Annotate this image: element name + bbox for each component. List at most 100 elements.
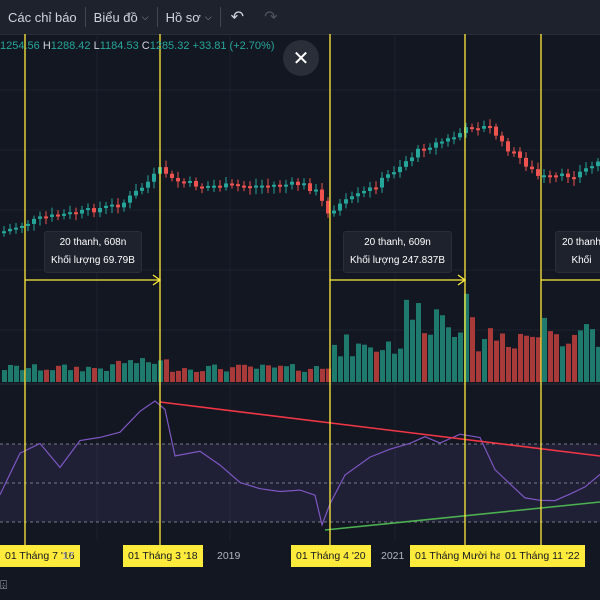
ohlc-change: +33.81 (+2.70%): [192, 40, 275, 52]
volume-bar: [566, 343, 571, 382]
candle-body: [176, 178, 180, 182]
volume-bar: [434, 309, 439, 382]
volume-bar: [380, 350, 385, 382]
candle-body: [122, 202, 126, 208]
candle-body: [236, 184, 240, 187]
volume-bar: [470, 317, 475, 382]
measure-volume: Khối: [571, 255, 592, 266]
candle-body: [68, 212, 72, 215]
volume-bar: [320, 368, 325, 382]
candle-body: [584, 168, 588, 172]
volume-bar: [26, 368, 31, 382]
volume-bar: [266, 365, 271, 382]
indicators-label: Các chỉ báo: [8, 9, 77, 25]
ohlc-high-label: H: [42, 40, 51, 52]
candle-body: [320, 189, 324, 201]
rsi-pane: [0, 383, 600, 531]
volume-bar: [458, 332, 463, 382]
candle-body: [488, 126, 492, 129]
volume-bar: [224, 371, 229, 382]
candle-body: [104, 205, 108, 209]
candle-body: [206, 185, 210, 188]
volume-bar: [356, 343, 361, 382]
volume-bar: [362, 344, 367, 382]
volume-bar: [584, 324, 589, 382]
volume-bar: [338, 356, 343, 382]
volume-bar: [428, 334, 433, 382]
candle-body: [470, 127, 474, 130]
candle-body: [146, 181, 150, 188]
candle-body: [518, 151, 522, 158]
candle-body: [2, 231, 6, 234]
volume-bar: [368, 347, 373, 382]
chart-menu[interactable]: Biểu đồ ⌵: [86, 0, 157, 34]
undo-icon[interactable]: ↶: [230, 9, 245, 26]
volume-bar: [452, 336, 457, 382]
volume-bar: [134, 363, 139, 382]
candle-body: [530, 166, 534, 170]
candle-body: [392, 172, 396, 175]
candle-body: [38, 216, 42, 219]
measure-bubble: 20 thanh Khối: [555, 231, 600, 273]
volume-bar: [554, 334, 559, 382]
volume-bar: [350, 356, 355, 382]
candle-body: [272, 184, 276, 187]
candle-body: [8, 228, 12, 232]
candle-body: [464, 127, 468, 134]
candle-body: [230, 183, 234, 186]
measure-arrow-head: [152, 274, 162, 286]
volume-bar: [398, 348, 403, 382]
volume-bar: [446, 327, 451, 382]
volume-bar: [542, 317, 547, 382]
candle-body: [410, 157, 414, 162]
volume-bar: [206, 365, 211, 382]
candle-body: [182, 181, 186, 184]
volume-bar: [410, 319, 415, 382]
candle-body: [350, 196, 354, 200]
candle-body: [446, 138, 450, 142]
volume-bar: [14, 365, 19, 382]
candle-body: [170, 173, 174, 179]
candle-body: [242, 185, 246, 188]
volume-bar: [116, 360, 121, 382]
candle-body: [224, 183, 228, 188]
volume-bar: [230, 367, 235, 382]
bottom-tool-icon[interactable]: ⌹: [0, 578, 8, 592]
volume-bar: [200, 371, 205, 382]
measure-bars: 20 thanh, 608n: [59, 237, 127, 248]
candle-body: [140, 187, 144, 191]
candle-body: [590, 166, 594, 169]
redo-icon[interactable]: ↷: [264, 9, 278, 26]
volume-bar: [530, 336, 535, 382]
candle-body: [560, 173, 564, 177]
candle-body: [134, 190, 138, 196]
indicators-menu[interactable]: Các chỉ báo: [0, 0, 85, 34]
candle-body: [314, 189, 318, 192]
volume-bar: [284, 366, 289, 382]
candle-body: [62, 213, 66, 216]
close-icon[interactable]: ✕: [283, 40, 319, 76]
profile-menu[interactable]: Hồ sơ ⌵: [158, 0, 220, 34]
volume-bar: [32, 364, 37, 382]
candle-body: [80, 209, 84, 214]
volume-bar: [392, 353, 397, 382]
ohlc-open: 1254.56: [0, 40, 40, 52]
axis-year-label: 2021: [381, 550, 405, 562]
volume-bar: [476, 351, 481, 382]
volume-bar: [374, 351, 379, 382]
candle-body: [218, 185, 222, 188]
candle-body: [506, 141, 510, 152]
volume-bar: [512, 348, 517, 382]
candle-body: [476, 128, 480, 131]
volume-bar: [272, 367, 277, 382]
volume-bar: [572, 334, 577, 382]
candle-body: [512, 151, 516, 154]
volume-bar: [188, 369, 193, 382]
volume-bar: [170, 371, 175, 382]
candle-body: [356, 193, 360, 197]
candle-body: [26, 223, 30, 226]
volume-bar: [50, 370, 55, 382]
candle-body: [398, 166, 402, 173]
volume-bar: [596, 346, 600, 382]
